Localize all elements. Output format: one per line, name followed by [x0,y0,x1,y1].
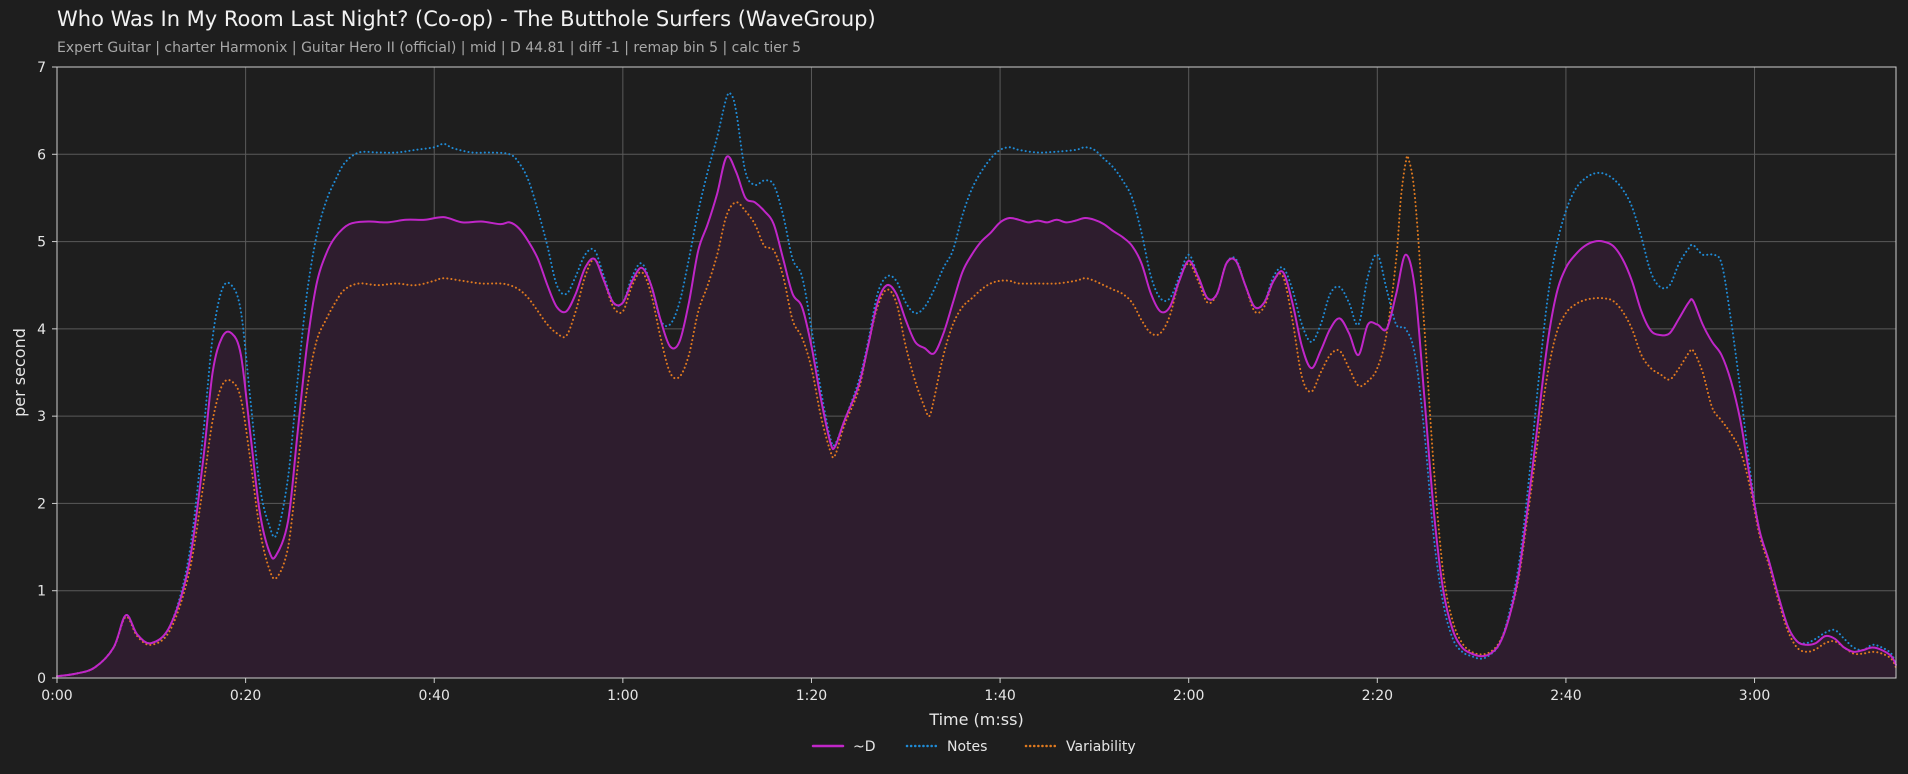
x-tick-label: 1:40 [984,688,1015,704]
x-tick-label: 3:00 [1739,688,1770,704]
legend-label-variability: Variability [1066,739,1136,755]
y-tick-label: 2 [37,496,46,512]
y-axis-label: per second [10,328,29,417]
series-area-d [57,156,1896,679]
series-line-d [56,155,1897,678]
series-line-variability [56,154,1897,678]
y-tick-label: 0 [37,671,46,687]
legend: ~D Notes Variability [811,739,1136,755]
x-tick-label: 2:40 [1550,688,1581,704]
legend-label-d: ~D [853,739,876,755]
x-tick-label: 0:40 [419,688,450,704]
x-tick-label: 1:20 [796,688,827,704]
series [56,91,1897,678]
plot-frame [56,66,1897,679]
y-tick-label: 1 [37,584,46,600]
y-tick-label: 7 [37,60,46,76]
area-fill [57,156,1896,679]
y-tick-label: 4 [37,322,46,338]
series-line-notes [56,91,1897,678]
x-tick-label: 0:20 [230,688,261,704]
x-tick-label: 2:00 [1173,688,1204,704]
chart-subtitle: Expert Guitar | charter Harmonix | Guita… [57,40,802,56]
x-axis-label: Time (m:ss) [928,710,1023,729]
x-tick-label: 0:00 [41,688,72,704]
y-tick-label: 5 [37,235,46,251]
chart-title: Who Was In My Room Last Night? (Co-op) -… [57,7,876,31]
legend-label-notes: Notes [947,739,987,755]
x-tick-label: 1:00 [607,688,638,704]
y-tick-label: 3 [37,409,46,425]
x-tick-label: 2:20 [1362,688,1393,704]
y-tick-label: 6 [37,147,46,163]
axes: 0:00 0:20 0:40 1:00 1:20 1:40 2:00 2:20 2:40 3:00… [37,60,1897,704]
